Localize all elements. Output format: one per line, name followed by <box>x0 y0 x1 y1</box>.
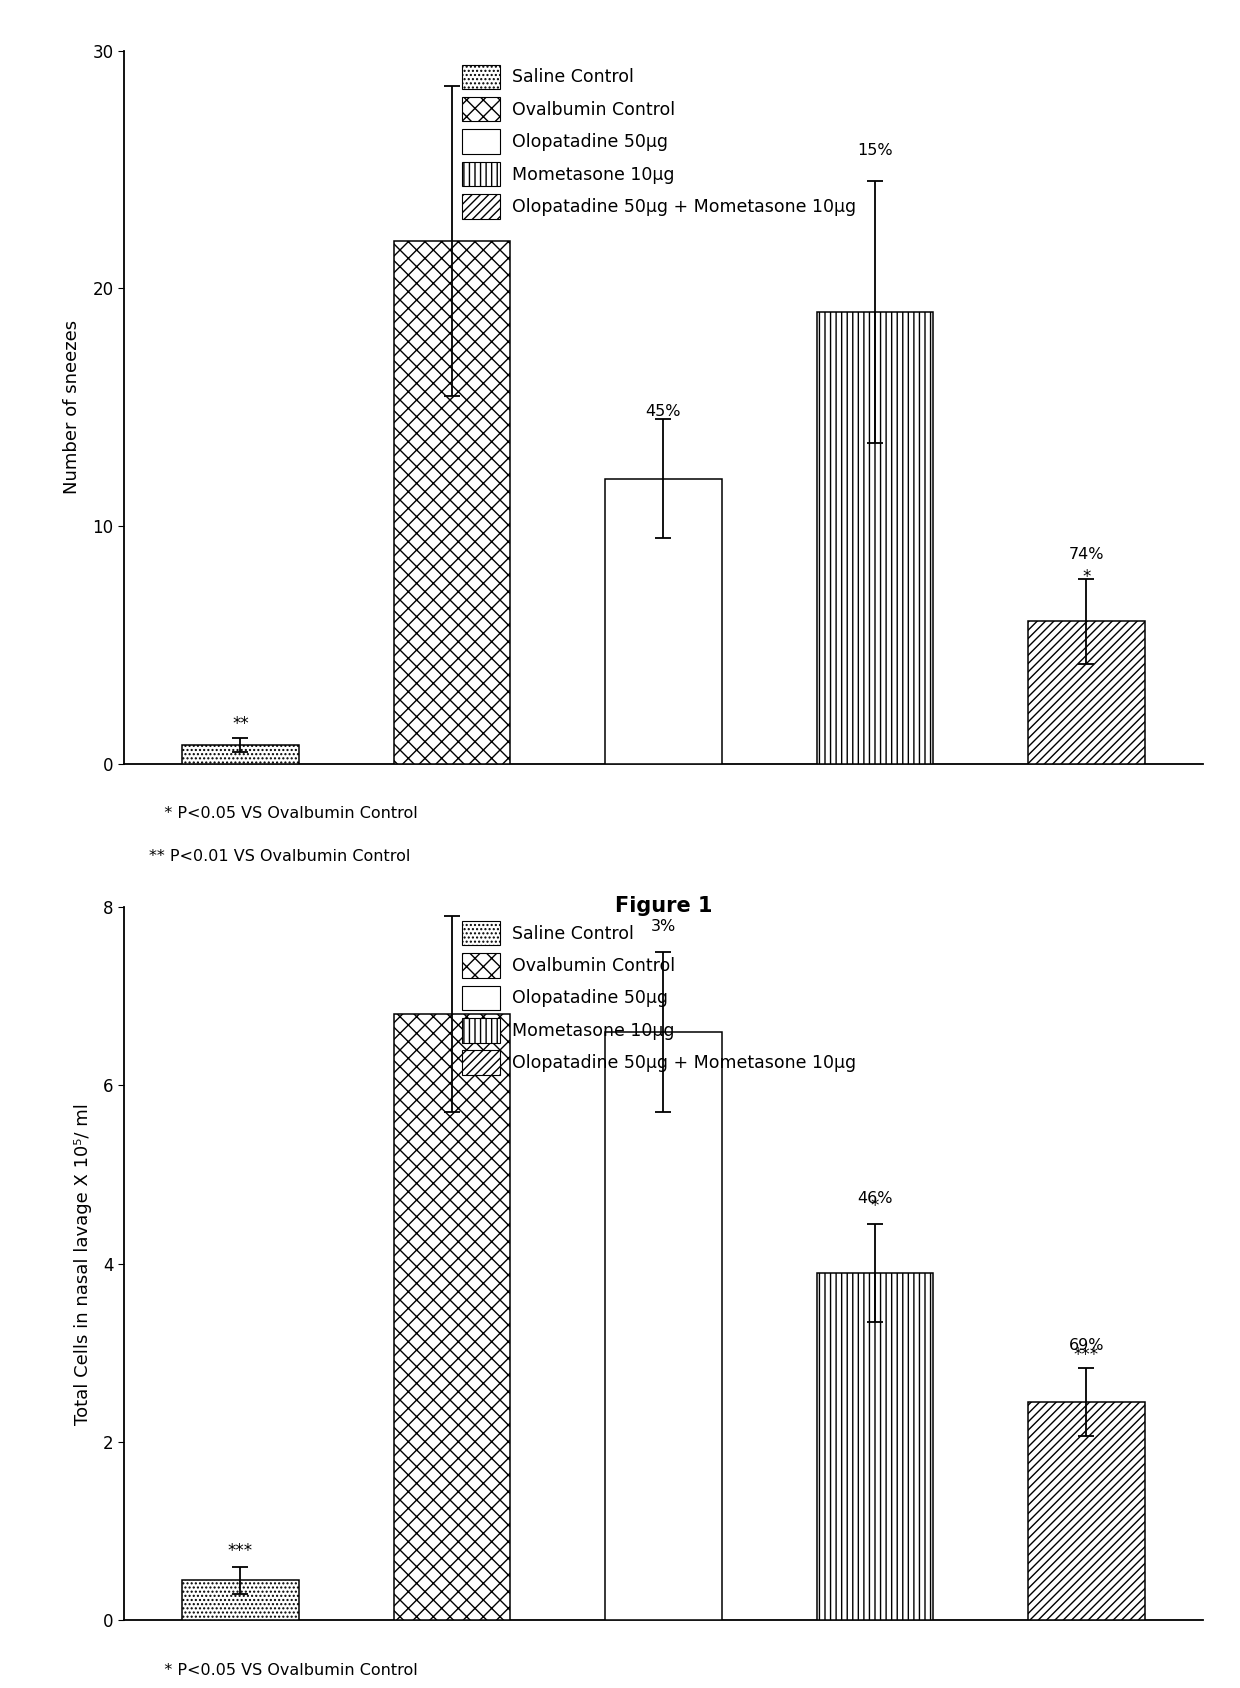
Bar <box>817 312 934 765</box>
Y-axis label: Total Cells in nasal lavage X 10⁵/ ml: Total Cells in nasal lavage X 10⁵/ ml <box>74 1102 92 1425</box>
Bar <box>605 479 722 765</box>
Text: ***: *** <box>228 1541 253 1560</box>
Text: ***: *** <box>1074 1345 1099 1364</box>
Bar <box>605 1031 722 1620</box>
Text: *: * <box>1083 567 1091 586</box>
Text: 69%: 69% <box>1069 1339 1104 1352</box>
Text: 3%: 3% <box>651 918 676 933</box>
Text: 74%: 74% <box>1069 547 1104 562</box>
Text: **: ** <box>232 716 249 733</box>
Text: Figure 1: Figure 1 <box>615 896 712 917</box>
Text: 45%: 45% <box>646 405 681 419</box>
Legend: Saline Control, Ovalbumin Control, Olopatadine 50μg, Mometasone 10μg, Olopatadin: Saline Control, Ovalbumin Control, Olopa… <box>456 915 862 1080</box>
Bar <box>182 744 299 765</box>
Text: ** P<0.01 VS Ovalbumin Control: ** P<0.01 VS Ovalbumin Control <box>149 849 410 864</box>
Bar <box>182 1580 299 1620</box>
Text: 46%: 46% <box>857 1190 893 1205</box>
Text: * P<0.05 VS Ovalbumin Control: * P<0.05 VS Ovalbumin Control <box>149 1663 418 1678</box>
Legend: Saline Control, Ovalbumin Control, Olopatadine 50μg, Mometasone 10μg, Olopatadin: Saline Control, Ovalbumin Control, Olopa… <box>456 59 862 225</box>
Bar <box>817 1273 934 1620</box>
Text: * P<0.05 VS Ovalbumin Control: * P<0.05 VS Ovalbumin Control <box>149 807 418 822</box>
Bar <box>394 241 510 765</box>
Text: *: * <box>870 1197 879 1215</box>
Bar <box>1028 621 1145 765</box>
Y-axis label: Number of sneezes: Number of sneezes <box>63 321 82 495</box>
Text: 15%: 15% <box>857 143 893 157</box>
Bar <box>394 1014 510 1620</box>
Bar <box>1028 1403 1145 1620</box>
